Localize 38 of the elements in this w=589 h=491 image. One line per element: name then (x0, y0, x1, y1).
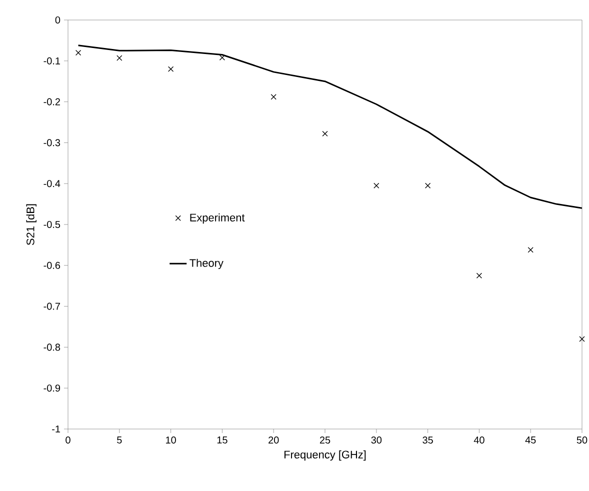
x-axis-title: Frequency [GHz] (284, 450, 366, 461)
point (528, 247, 534, 253)
x-tick-label: 45 (525, 436, 536, 444)
point (424, 182, 431, 188)
y-tick-label: -0.6 (44, 262, 60, 269)
point (168, 66, 174, 72)
point (322, 130, 328, 137)
y-tick-label: -0.8 (44, 344, 60, 351)
x-tick-label: 10 (166, 436, 176, 444)
point (374, 182, 380, 188)
y-tick-label: -0.1 (44, 57, 60, 64)
x-tick-label: 50 (576, 436, 588, 444)
line-series (78, 44, 582, 209)
y-tick-label: -1 (52, 426, 60, 432)
point (75, 50, 82, 56)
legend-label: Experiment (190, 213, 245, 224)
y-axis-title: S21 [dB] (26, 204, 36, 246)
point (476, 272, 482, 278)
point (579, 336, 585, 342)
y-tick-label: 0 (55, 16, 60, 24)
point (219, 54, 226, 60)
y-tick-label: -0.7 (44, 302, 60, 310)
y-tick-label: -0.4 (44, 180, 60, 188)
legend-label: Theory (190, 258, 224, 270)
x-tick-label: 30 (371, 436, 382, 444)
x-tick-label: 35 (422, 436, 433, 444)
x-tick-label: 0 (66, 436, 70, 444)
y-tick-label: -0.9 (44, 384, 60, 392)
x-tick-label: 40 (474, 436, 484, 444)
point (116, 55, 122, 61)
point (270, 94, 276, 100)
y-tick-label: -0.2 (44, 98, 60, 106)
y-tick-label: -0.3 (44, 139, 60, 146)
x-tick-label: 5 (117, 436, 122, 444)
x-tick-label: 25 (320, 436, 330, 444)
x-tick-label: 20 (268, 436, 279, 444)
x-tick-label: 15 (217, 436, 228, 444)
y-tick-label: -0.5 (44, 220, 60, 228)
